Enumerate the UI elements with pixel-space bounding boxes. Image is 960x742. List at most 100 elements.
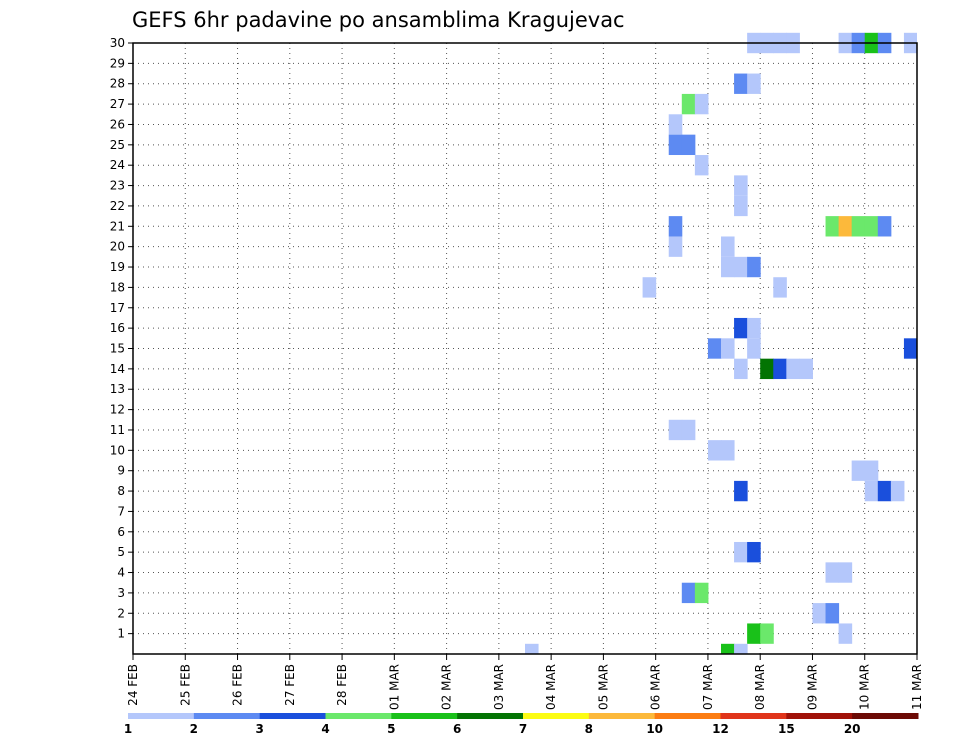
- heatmap-cell: [747, 256, 761, 278]
- y-tick-label: 1: [117, 627, 125, 641]
- x-tick-label: 11 MAR: [910, 664, 924, 710]
- heatmap-cell: [642, 277, 657, 298]
- heatmap-cell: [747, 338, 761, 359]
- heatmap-cell: [668, 114, 683, 135]
- y-tick-label: 21: [110, 219, 125, 233]
- x-axis: 24 FEB 25 FEB 26 FEB 27 FEB 28 FEB 01 MAR 02 M…: [126, 654, 924, 710]
- heatmap-cell: [734, 317, 748, 339]
- y-tick-label: 3: [117, 586, 125, 600]
- heatmap-cell: [734, 358, 748, 380]
- colorbar-swatch: [325, 713, 392, 719]
- heatmap-cell: [773, 277, 787, 298]
- y-tick-label: 25: [110, 138, 125, 152]
- y-tick-label: 15: [110, 342, 125, 356]
- heatmap-cell: [721, 236, 735, 257]
- colorbar: 1 2 3 4 5 6 7 8 10 12 15 20: [124, 713, 919, 736]
- colorbar-swatch: [193, 713, 261, 719]
- heatmap-cell: [707, 338, 722, 359]
- heatmap-cell: [694, 155, 709, 176]
- heatmap-cell: [864, 460, 879, 481]
- colorbar-swatch: [523, 713, 590, 719]
- y-tick-label: 13: [110, 382, 125, 396]
- colorbar-label: 1: [124, 722, 132, 736]
- heatmap-cell: [760, 623, 774, 644]
- y-tick-label: 8: [117, 484, 125, 498]
- y-tick-label: 9: [117, 464, 125, 478]
- heatmap-cell: [825, 216, 840, 237]
- heatmap-cell: [734, 195, 748, 217]
- x-tick-label: 26 FEB: [231, 664, 245, 706]
- heatmap-cell: [707, 440, 722, 461]
- x-tick-label: 07 MAR: [701, 664, 715, 710]
- colorbar-label: 6: [453, 722, 461, 736]
- y-tick-label: 14: [110, 362, 125, 376]
- colorbar-swatch: [654, 713, 721, 719]
- heatmap-cell: [694, 582, 709, 604]
- heatmap-cell: [721, 256, 735, 278]
- x-tick-label: 04 MAR: [544, 664, 558, 710]
- y-tick-label: 7: [117, 504, 125, 518]
- colorbar-label: 15: [778, 722, 795, 736]
- y-axis: 1234567891011121314151617181920212223242…: [110, 36, 133, 641]
- heatmap-cell: [799, 358, 813, 380]
- heatmap-cell: [851, 460, 866, 481]
- x-tick-label: 02 MAR: [440, 664, 454, 710]
- x-tick-label: 05 MAR: [596, 664, 610, 710]
- x-tick-label: 25 FEB: [178, 664, 192, 706]
- heatmap-cell: [812, 603, 827, 624]
- colorbar-swatch: [852, 713, 919, 719]
- x-tick-label: 08 MAR: [753, 664, 767, 710]
- colorbar-swatch: [128, 713, 195, 719]
- y-tick-label: 4: [117, 566, 125, 580]
- heatmap-cell: [760, 358, 774, 380]
- heatmap-cell: [721, 643, 735, 654]
- heatmap-cell: [734, 480, 748, 502]
- heatmap-cell: [877, 216, 892, 237]
- heatmap-cell: [721, 440, 735, 461]
- heatmap-cell: [838, 623, 853, 644]
- colorbar-label: 5: [387, 722, 395, 736]
- colorbar-swatch: [391, 713, 458, 719]
- heatmap-cell: [825, 603, 840, 624]
- x-tick-label: 10 MAR: [858, 664, 872, 710]
- heatmap-cell: [864, 480, 879, 502]
- x-tick-label: 03 MAR: [492, 664, 506, 710]
- heatmap-cell: [851, 216, 866, 237]
- heatmap-cell: [903, 338, 917, 359]
- colorbar-label: 20: [844, 722, 861, 736]
- y-tick-label: 2: [117, 606, 125, 620]
- x-tick-label: 01 MAR: [387, 664, 401, 710]
- y-tick-label: 12: [110, 403, 125, 417]
- heatmap-cell: [838, 562, 853, 583]
- y-tick-label: 22: [110, 199, 125, 213]
- heatmap-cell: [694, 93, 709, 115]
- heatmap-cell: [734, 175, 748, 196]
- heatmap-cell: [747, 623, 761, 644]
- colorbar-label: 2: [190, 722, 198, 736]
- heatmap-cell: [747, 73, 761, 94]
- heatmap-cell: [681, 93, 696, 115]
- heatmap-cell: [747, 541, 761, 563]
- heatmap-cell: [734, 256, 748, 278]
- y-tick-label: 20: [110, 240, 125, 254]
- heatmap-cell: [668, 134, 683, 156]
- heatmap-cell: [734, 643, 748, 654]
- y-tick-label: 24: [110, 158, 125, 172]
- plot-frame: [132, 42, 918, 655]
- heatmap-cell: [825, 562, 840, 583]
- y-tick-label: 10: [110, 443, 125, 457]
- heatmap-cell: [734, 541, 748, 563]
- y-tick-label: 23: [110, 179, 125, 193]
- colorbar-swatch: [588, 713, 656, 719]
- colorbar-swatch: [259, 713, 326, 719]
- y-tick-label: 27: [110, 97, 125, 111]
- x-tick-label: 06 MAR: [649, 664, 663, 710]
- x-tick-label: 24 FEB: [126, 664, 140, 706]
- heatmap-cells: [525, 32, 917, 654]
- colorbar-label: 12: [712, 722, 729, 736]
- heatmap-cell: [721, 338, 735, 359]
- heatmap-cell: [734, 73, 748, 94]
- heatmap-cell: [864, 216, 879, 237]
- heatmap-cell: [668, 236, 683, 257]
